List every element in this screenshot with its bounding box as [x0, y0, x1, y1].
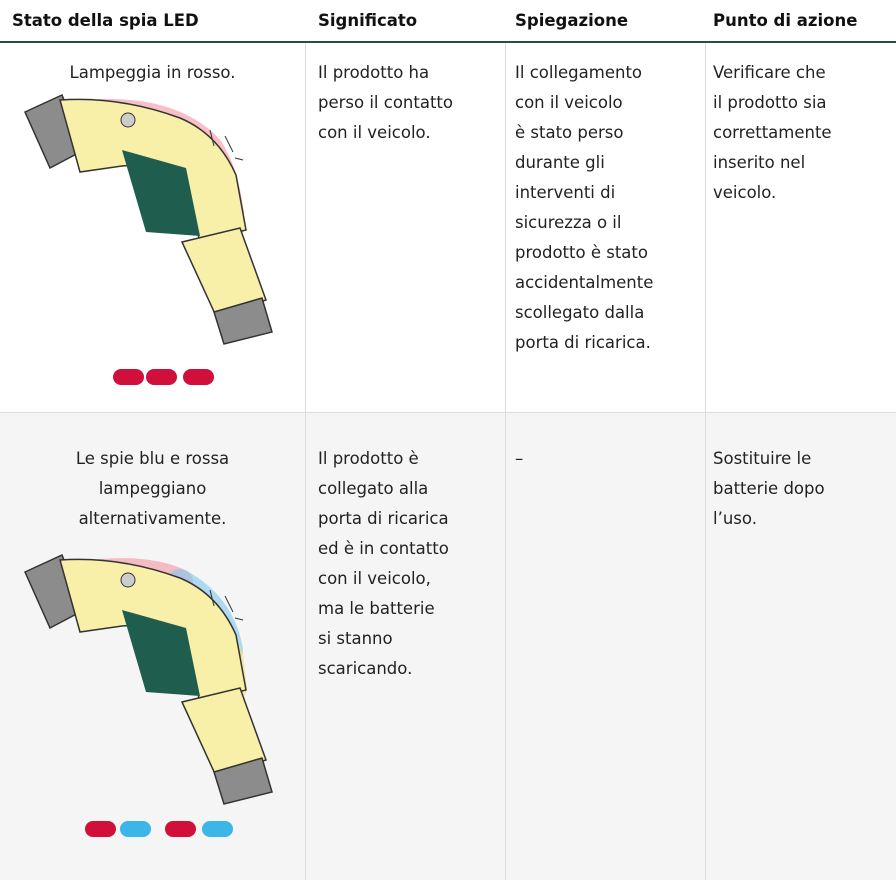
cell-text: –	[515, 449, 524, 468]
cell-text: è stato perso	[515, 123, 624, 142]
cell-text: lampeggiano	[98, 479, 207, 498]
cell-text: durante gli	[515, 153, 605, 172]
cell-text: sicurezza o il	[515, 213, 622, 232]
header-rule	[0, 41, 896, 43]
cell-text: collegato alla	[318, 479, 429, 498]
cell-text: interventi di	[515, 183, 616, 202]
led-indicators	[85, 369, 233, 837]
column-divider	[505, 43, 506, 880]
cell-text: porta di ricarica.	[515, 333, 651, 352]
column-divider	[705, 43, 706, 880]
cell-text: si stanno	[318, 629, 393, 648]
cell-text: porta di ricarica	[318, 509, 449, 528]
row-rule	[0, 412, 896, 413]
cell-text: perso il contatto	[318, 93, 453, 112]
cell-text: ma le batterie	[318, 599, 435, 618]
cell-text: Le spie blu e rossa	[75, 449, 230, 468]
cell-text: con il veicolo.	[318, 123, 431, 142]
cell-text: l’uso.	[713, 509, 757, 528]
cell-text: accidentalmente	[515, 273, 654, 292]
cell-text: batterie dopo	[713, 479, 825, 498]
connector-red-blue	[24, 554, 273, 805]
cell-text: il prodotto sia	[713, 93, 827, 112]
cell-text: Il collegamento	[515, 63, 643, 82]
cell-text: scollegato dalla	[515, 303, 645, 322]
connector-red	[24, 94, 273, 345]
cell-text: veicolo.	[713, 183, 777, 202]
cell-text: Verificare che	[713, 63, 826, 82]
header-cell: Significato	[318, 11, 418, 30]
cell-text: correttamente	[713, 123, 832, 142]
cell-text: con il veicolo,	[318, 569, 431, 588]
cell-text: ed è in contatto	[318, 539, 449, 558]
cell-text: inserito nel	[713, 153, 806, 172]
cell-text: con il veicolo	[515, 93, 623, 112]
column-divider	[305, 43, 306, 880]
header-cell: Spiegazione	[515, 11, 629, 30]
cell-text: prodotto è stato	[515, 243, 648, 262]
cell-text: Lampeggia in rosso.	[69, 63, 236, 82]
cell-text: Il prodotto è	[318, 449, 419, 468]
cell-text: Il prodotto ha	[318, 63, 430, 82]
cell-text: alternativamente.	[78, 509, 227, 528]
cell-text: Sostituire le	[713, 449, 812, 468]
header-cell: Punto di azione	[713, 11, 858, 30]
cell-text: scaricando.	[318, 659, 413, 678]
header-cell: Stato della spia LED	[12, 11, 199, 30]
